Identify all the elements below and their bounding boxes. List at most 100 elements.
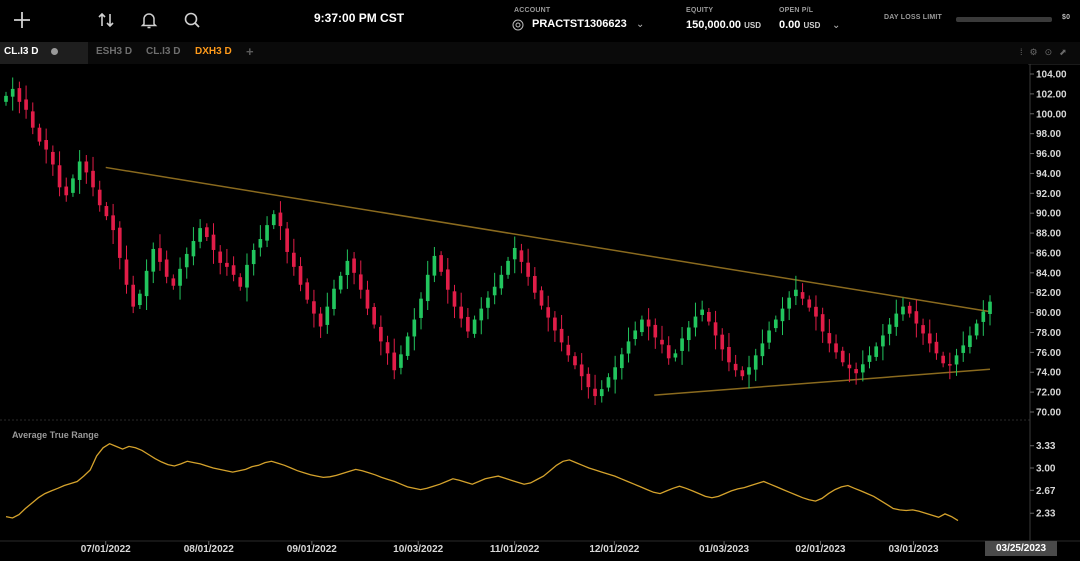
candle — [633, 321, 638, 346]
candle-body — [693, 316, 698, 328]
price-axis[interactable]: 104.00 102.00 100.00 98.00 96.00 94.00 92.00 90… — [1030, 70, 1067, 520]
price-tick-label: 80.00 — [1036, 308, 1061, 319]
crosshair-date-badge: 03/25/2023 — [985, 541, 1057, 556]
tab-cl-i3-d-active[interactable]: CL.I3 D — [4, 46, 59, 57]
candle-body — [117, 227, 122, 258]
trendline[interactable] — [105, 166, 991, 313]
candle-body — [901, 306, 905, 315]
candle-body — [753, 355, 758, 370]
candle-body — [265, 225, 269, 241]
candle-body — [158, 248, 162, 262]
price-candles — [4, 77, 992, 406]
candle — [606, 373, 611, 392]
candle-body — [894, 313, 899, 327]
candle-body — [727, 346, 731, 363]
candle — [412, 308, 417, 351]
sort-arrows-icon[interactable] — [94, 8, 118, 32]
candle-body — [800, 292, 805, 299]
candle-body — [399, 354, 403, 368]
candle-body — [445, 269, 450, 290]
account-selector[interactable]: PRACTST1306623 ⌄ — [510, 16, 650, 36]
chart-area[interactable] — [0, 64, 1028, 541]
tab-esh3-d[interactable]: ESH3 D — [96, 46, 133, 57]
candle — [827, 319, 832, 353]
search-icon[interactable] — [180, 8, 204, 32]
candle — [332, 279, 336, 316]
candle — [292, 238, 296, 276]
price-tick-label: 70.00 — [1036, 408, 1061, 419]
candle — [258, 225, 263, 257]
candle-body — [948, 364, 952, 366]
candle — [51, 145, 55, 176]
candle-body — [278, 212, 283, 227]
add-tab-plus-icon[interactable]: + — [246, 44, 254, 59]
candle — [800, 283, 805, 306]
candle-body — [338, 275, 343, 290]
tab-dxh3-d[interactable]: DXH3 D — [195, 46, 232, 57]
panel-drag-icon[interactable]: ⁞ — [1020, 47, 1023, 57]
tab-close-dot-icon[interactable] — [51, 47, 59, 55]
candle — [907, 301, 912, 318]
candle-body — [700, 309, 704, 315]
time-axis[interactable]: 07/01/2022 08/01/2022 09/01/2022 10/03/2022… — [81, 541, 939, 555]
candle-body — [553, 317, 557, 331]
candle-body — [827, 333, 832, 344]
candle-body — [124, 259, 129, 285]
bell-icon[interactable] — [137, 8, 161, 32]
price-tick-label: 102.00 — [1036, 89, 1067, 100]
candle-body — [814, 306, 818, 317]
account-chevron-down-icon: ⌄ — [636, 19, 645, 30]
candle — [151, 242, 156, 284]
candle-body — [934, 341, 939, 354]
candle-body — [961, 345, 966, 353]
candle — [405, 332, 410, 360]
candle-body — [907, 305, 912, 314]
candle — [131, 275, 136, 314]
candle-body — [258, 239, 263, 248]
candle-body — [532, 276, 537, 293]
tab-cl-i3-d[interactable]: CL.I3 D — [146, 46, 181, 57]
panel-pin-icon[interactable]: ⊙ — [1044, 47, 1053, 57]
time-tick-label: 01/03/2023 — [699, 544, 749, 555]
candle — [787, 291, 792, 321]
candle-body — [91, 170, 95, 188]
candle — [847, 353, 852, 383]
candle-body — [760, 343, 765, 357]
plus-icon[interactable] — [10, 8, 34, 32]
trendline[interactable] — [654, 368, 991, 396]
panel-settings-icon[interactable]: ⚙ — [1029, 47, 1038, 57]
candle — [399, 345, 403, 375]
price-tick-label: 82.00 — [1036, 288, 1061, 299]
candle — [385, 335, 390, 365]
candle-body — [673, 353, 678, 358]
candle — [419, 292, 423, 330]
candle — [171, 274, 176, 290]
candle — [988, 295, 992, 326]
candle — [579, 353, 584, 391]
candle — [158, 234, 162, 271]
time-tick-label: 09/01/2022 — [287, 544, 337, 555]
candle-body — [77, 161, 82, 180]
trendlines[interactable] — [105, 166, 991, 396]
candle — [64, 177, 69, 202]
candle — [807, 295, 812, 312]
candle-body — [579, 364, 584, 377]
open-pl-selector[interactable]: 0.00 USD ⌄ — [776, 16, 846, 36]
candle-body — [285, 228, 289, 252]
candle-body — [599, 389, 604, 397]
panel-popout-icon[interactable]: ⬈ — [1059, 47, 1067, 57]
account-value: PRACTST1306623 — [532, 18, 627, 30]
candle — [974, 319, 979, 340]
candle-body — [666, 345, 671, 359]
candle-body — [941, 355, 945, 364]
candle — [559, 314, 564, 352]
candle-body — [492, 286, 497, 296]
candle — [874, 342, 879, 361]
candle-body — [298, 266, 303, 285]
time-tick-label: 03/01/2023 — [889, 544, 939, 555]
candle-body — [171, 278, 176, 286]
day-loss-limit-slider[interactable] — [956, 17, 1052, 22]
candle — [981, 300, 986, 336]
candle — [914, 299, 919, 338]
